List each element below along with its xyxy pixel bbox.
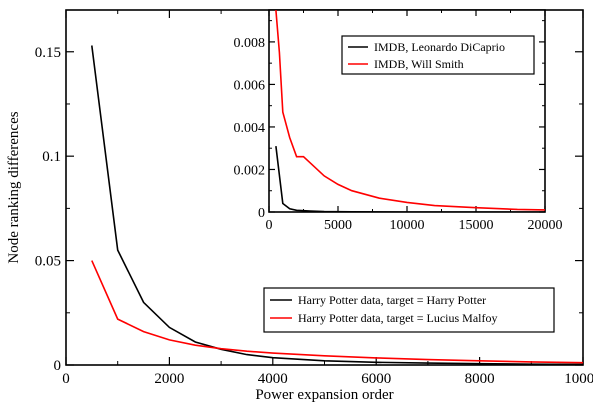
inset-x-tick-label: 5000	[324, 218, 352, 233]
main-x-tick-label: 2000	[154, 371, 184, 387]
inset-series-1-line	[275, 10, 545, 211]
main-y-tick-label: 0.1	[42, 149, 61, 165]
main-x-tick-label: 10000	[564, 371, 593, 387]
main-legend-label-0: Harry Potter data, target = Harry Potter	[298, 293, 486, 307]
main-x-tick-label: 8000	[465, 371, 495, 387]
main-x-tick-label: 4000	[258, 371, 288, 387]
main-legend-label-1: Harry Potter data, target = Lucius Malfo…	[298, 311, 498, 325]
inset-x-tick-label: 20000	[528, 218, 563, 233]
main-y-tick-label: 0.15	[35, 45, 61, 61]
inset-y-tick-label: 0.008	[234, 36, 266, 51]
main-x-tick-label: 0	[62, 371, 70, 387]
main-x-tick-label: 6000	[361, 371, 391, 387]
inset-chart: 0 5000 10000 15000 20000 0 0.002 0.004 0.006 0.00…	[234, 9, 563, 233]
inset-x-tick-label: 0	[266, 218, 273, 233]
inset-y-tick-label: 0.004	[234, 121, 266, 136]
main-y-axis-title: Node ranking differences	[6, 111, 22, 263]
main-legend-box	[263, 287, 555, 333]
inset-x-tick-label: 10000	[390, 218, 425, 233]
main-x-axis-title: Power expansion order	[255, 387, 393, 402]
inset-x-tick-label: 15000	[459, 218, 494, 233]
main-y-tick-label: 0	[54, 358, 62, 374]
inset-legend-label-1: IMDB, Will Smith	[374, 57, 464, 71]
inset-y-tick-label: 0.006	[234, 78, 266, 93]
inset-series-0-line	[275, 146, 545, 212]
inset-y-tick-label: 0	[258, 206, 265, 221]
inset-legend-label-0: IMDB, Leonardo DiCaprio	[374, 40, 505, 54]
main-y-tick-label: 0.05	[35, 254, 61, 270]
inset-legend-box	[341, 35, 535, 75]
main-series-1-line	[91, 260, 583, 364]
main-series-0-line	[91, 45, 583, 365]
inset-y-tick-label: 0.002	[234, 163, 266, 178]
